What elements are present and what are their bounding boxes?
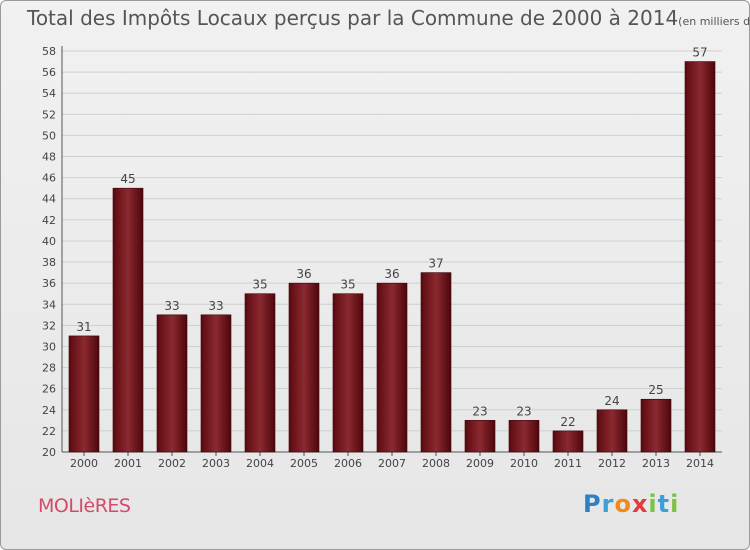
bar-2004	[244, 293, 276, 453]
bar-2005	[288, 282, 320, 453]
logo-letter: P	[583, 490, 602, 518]
data-label: 24	[604, 394, 619, 408]
x-tick-label: 2005	[290, 457, 318, 470]
x-tick-label: 2010	[510, 457, 538, 470]
bar-2000	[68, 335, 100, 453]
y-tick-label: 56	[42, 66, 56, 79]
bar-2012	[596, 409, 628, 453]
data-label: 35	[340, 278, 355, 292]
bar-2009	[464, 420, 496, 453]
bar-2001	[112, 187, 144, 453]
y-tick-label: 58	[42, 45, 56, 58]
tick-labels: 20 22 24 26 28 30 32 34 36 38 40 42 44 46 48 50 52 54 56 58…	[42, 45, 714, 470]
y-tick-label: 50	[42, 129, 56, 142]
chart-title: Total des Impôts Locaux perçus par la Co…	[27, 6, 750, 30]
bar-2014	[684, 61, 716, 453]
data-label: 23	[472, 404, 487, 418]
bar-2011	[552, 430, 584, 453]
y-tick-label: 20	[42, 446, 56, 459]
logo-letter: o	[614, 490, 632, 518]
logo-letter: r	[601, 490, 615, 518]
y-tick-label: 48	[42, 151, 56, 164]
data-label: 25	[648, 383, 663, 397]
data-label: 33	[208, 299, 223, 313]
x-tick-label: 2000	[70, 457, 98, 470]
x-tick-label: 2011	[554, 457, 582, 470]
x-tick-label: 2004	[246, 457, 274, 470]
x-tick-label: 2012	[598, 457, 626, 470]
bar-2013	[640, 398, 672, 453]
y-tick-label: 52	[42, 108, 56, 121]
logo-letter: i	[670, 490, 680, 518]
y-tick-label: 22	[42, 425, 56, 438]
proxiti-logo: Proxiti	[583, 490, 679, 518]
x-tick-label: 2002	[158, 457, 186, 470]
bar-2006	[332, 293, 364, 453]
y-tick-label: 36	[42, 277, 56, 290]
commune-name: MOLIèRES	[38, 495, 131, 517]
y-tick-label: 32	[42, 319, 56, 332]
y-tick-label: 28	[42, 362, 56, 375]
x-tick-label: 2014	[686, 457, 714, 470]
data-label: 36	[384, 267, 399, 281]
data-label: 57	[692, 46, 707, 60]
chart-unit-label: (en milliers d'€)	[678, 15, 750, 28]
y-tick-label: 40	[42, 235, 56, 248]
x-tick-label: 2009	[466, 457, 494, 470]
data-label: 35	[252, 278, 267, 292]
y-tick-label: 54	[42, 87, 56, 100]
x-tick-label: 2008	[422, 457, 450, 470]
bar-2002	[156, 314, 188, 453]
y-tick-label: 42	[42, 214, 56, 227]
data-label: 31	[76, 320, 91, 334]
bar-2010	[508, 420, 540, 453]
logo-letter: x	[631, 490, 649, 518]
y-tick-label: 46	[42, 172, 56, 185]
data-labels: 31 45 33 33 35 36 35 36 37 23 23 22 24 25 57	[76, 46, 707, 429]
logo-letter: t	[657, 490, 671, 518]
bars	[68, 61, 716, 453]
x-tick-label: 2013	[642, 457, 670, 470]
y-tick-label: 24	[42, 404, 56, 417]
data-label: 23	[516, 404, 531, 418]
y-tick-label: 34	[42, 298, 56, 311]
y-tick-label: 30	[42, 340, 56, 353]
y-tick-label: 38	[42, 256, 56, 269]
data-label: 45	[120, 172, 135, 186]
x-tick-label: 2001	[114, 457, 142, 470]
x-tick-label: 2007	[378, 457, 406, 470]
data-label: 33	[164, 299, 179, 313]
x-tick-label: 2006	[334, 457, 362, 470]
logo-letter: i	[648, 490, 658, 518]
y-tick-label: 44	[42, 193, 56, 206]
data-label: 22	[560, 415, 575, 429]
chart-title-text: Total des Impôts Locaux perçus par la Co…	[27, 6, 679, 30]
data-label: 36	[296, 267, 311, 281]
bar-2008	[420, 272, 452, 453]
bar-2003	[200, 314, 232, 453]
bar-2007	[376, 282, 408, 453]
y-tick-label: 26	[42, 383, 56, 396]
x-tick-label: 2003	[202, 457, 230, 470]
data-label: 37	[428, 257, 443, 271]
